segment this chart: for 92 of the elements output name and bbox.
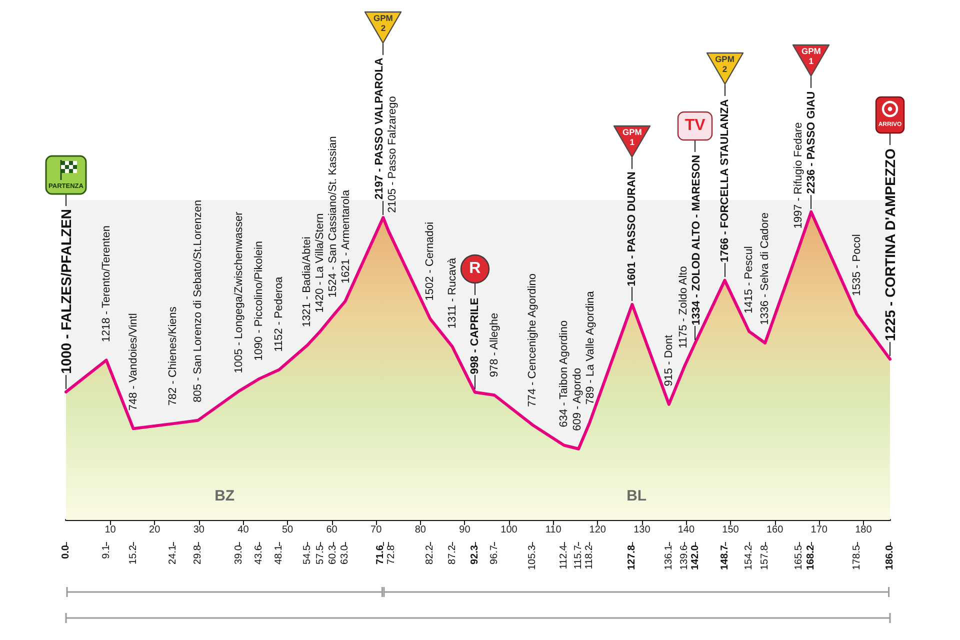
data-label: 1225 - CORTINA D'AMPEZZO xyxy=(882,148,898,342)
data-label: 1090 - Piccolino/Pikolein xyxy=(253,240,266,361)
data-label: 782 - Chienes/Kiens xyxy=(166,306,179,406)
annotation: GPM 2 xyxy=(715,54,734,74)
data-label: 1502 - Cernadoi xyxy=(424,222,436,301)
data-label: 1175 - Zoldo Alto xyxy=(677,266,690,348)
annotation: GPM 1 xyxy=(622,126,642,147)
annotation: R xyxy=(469,260,481,278)
x2-tick-label: 148.7 xyxy=(719,544,730,570)
x2-tick-label: 87.2 xyxy=(446,544,458,564)
annotation: TV xyxy=(684,116,706,135)
x2-tick-label: 157.8 xyxy=(760,544,771,570)
data-label: 1005 - Longega/Zwischenwasser xyxy=(232,211,245,374)
data-label: 1334 - ZOLOD ALTO - MARESON xyxy=(690,154,702,326)
x2-tick-label: 72.8 xyxy=(386,544,397,564)
x2-tick-label: 24.1 xyxy=(167,544,178,564)
data-label: 1524 - San Cassiano/St. Kassian xyxy=(327,136,340,298)
data-label: 634 - Taibon Agordino xyxy=(558,320,570,428)
data-label: 805 - San Lorenzo di Sebato/St.Lorenzen xyxy=(192,200,204,402)
x2-tick-label: 165.5 xyxy=(794,544,805,570)
data-label: 1311 - Rucavà xyxy=(446,257,458,329)
data-label: 2105 - Passo Falzarego xyxy=(386,96,398,213)
x-tick-label: 10 xyxy=(104,524,116,536)
x2-tick-label: 60.3 xyxy=(328,544,339,564)
data-label: 748 - Vandoies/Vintl xyxy=(127,313,140,411)
data-label: 1535 - Pocol xyxy=(850,234,863,296)
x-tick-label: 150 xyxy=(722,524,740,536)
x2-tick-label: 112.4 xyxy=(558,544,570,570)
x2-tick-label: 178.5 xyxy=(851,544,862,570)
x-tick-label: 100 xyxy=(500,524,518,536)
data-label: 915 - Dont xyxy=(662,334,675,386)
x2-tick-label: 139.6 xyxy=(678,544,690,570)
x-tick-label: 60 xyxy=(326,524,338,536)
data-label: 978 - Alleghe xyxy=(488,312,500,378)
band-label: BZ xyxy=(214,488,235,504)
x2-tick-label: 136.1 xyxy=(663,544,674,570)
data-label: 1415 - Pescul xyxy=(743,246,756,314)
x2-tick-label: 63.0 xyxy=(340,544,351,564)
x2-tick-label: 186.0 xyxy=(884,544,896,570)
x-tick-label: 50 xyxy=(282,524,294,536)
data-label: 2236 - PASSO GIAU xyxy=(806,91,818,194)
data-label: 609 - Agordo xyxy=(572,368,584,431)
x2-tick-label: 15.2 xyxy=(128,544,139,564)
x2-tick-label: 39.0 xyxy=(233,544,244,564)
data-label: 1000 - FALZES/PFALZEN xyxy=(58,208,74,374)
data-label: 1766 - FORCELLA STAULANZA xyxy=(718,99,731,262)
band-label: BL xyxy=(626,488,647,504)
x2-tick-label: 71.6 xyxy=(374,544,386,564)
x-tick-label: 180 xyxy=(855,524,872,536)
data-label: 1601 - PASSO DURAN xyxy=(626,172,638,286)
x-tick-label: 80 xyxy=(414,524,426,536)
x2-tick-label: 142.0 xyxy=(690,544,701,570)
x-tick-label: 70 xyxy=(370,524,382,536)
x-tick-label: 20 xyxy=(149,524,161,536)
data-label: 789 - La Valle Agordina xyxy=(584,290,597,405)
x2-tick-label: 96.7 xyxy=(488,544,500,564)
data-label: 1420 - La Villa/Stern xyxy=(314,213,326,313)
x2-tick-label: 29.8 xyxy=(192,544,204,564)
x2-tick-label: 43.6 xyxy=(254,544,265,564)
x-tick-label: 40 xyxy=(238,524,250,536)
x-tick-label: 90 xyxy=(459,524,471,536)
data-label: 1152 - Pederoa xyxy=(273,276,286,352)
data-label: 774 - Cencenighe Agordino xyxy=(526,274,538,407)
data-label: 1997 - Rifugio Fedare xyxy=(792,122,805,229)
x2-tick-label: 168.2 xyxy=(806,544,817,570)
x-tick-label: 30 xyxy=(193,524,205,536)
x2-tick-label: 54.5 xyxy=(302,544,313,564)
annotation: GPM 1 xyxy=(801,46,821,66)
x-tick-label: 120 xyxy=(589,524,606,536)
x-tick-label: 130 xyxy=(634,524,651,536)
x-tick-label: 110 xyxy=(545,524,562,536)
data-label: 2197 - PASSO VALPAROLA xyxy=(373,58,386,200)
x2-tick-label: 48.1 xyxy=(274,544,285,564)
data-label: 1621 - Armentarola xyxy=(340,189,352,284)
x-tick-label: 170 xyxy=(810,524,828,536)
x2-tick-label: 118.2 xyxy=(584,544,596,570)
x2-tick-label: 92.3 xyxy=(469,544,480,564)
data-label: 1321 - Badia/Abtei xyxy=(301,236,314,328)
x2-tick-label: 82.2 xyxy=(424,544,436,564)
x2-tick-label: 115.7 xyxy=(573,544,584,570)
x-tick-label: 140 xyxy=(678,524,695,536)
data-label: 1336 - Selva di Cadore xyxy=(759,212,772,325)
x2-tick-label: 105.3 xyxy=(526,544,538,570)
x2-tick-label: 0.0 xyxy=(60,544,72,559)
x-tick-label: 160 xyxy=(766,524,784,536)
x2-tick-label: 127.8 xyxy=(626,544,638,570)
data-label: 1218 - Terento/Terenten xyxy=(100,226,112,342)
data-label: 998 - CAPRILE xyxy=(468,298,481,374)
x2-tick-label: 154.2 xyxy=(744,544,755,570)
x2-tick-label: 9.1 xyxy=(100,544,112,559)
annotation: GPM 2 xyxy=(374,12,393,33)
x2-tick-label: 57.5 xyxy=(315,544,326,564)
